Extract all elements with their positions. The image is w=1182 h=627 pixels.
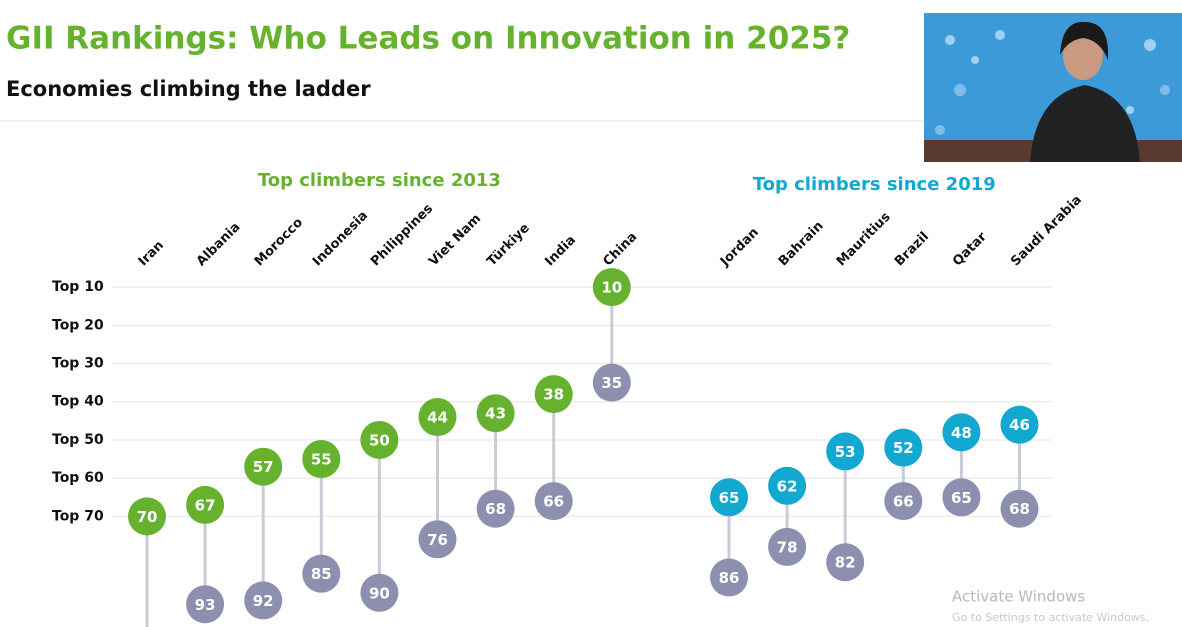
- latest-marker: [884, 428, 923, 467]
- earlier-label: 92: [253, 592, 274, 610]
- latest-label: 65: [719, 489, 740, 507]
- earlier-label: 78: [777, 538, 798, 556]
- earlier-marker: [592, 363, 631, 402]
- earlier-marker: [826, 543, 865, 582]
- earlier-label: 76: [427, 531, 448, 549]
- earlier-label: 86: [719, 569, 740, 587]
- earlier-marker: [710, 558, 748, 597]
- earlier-marker: [1000, 489, 1039, 528]
- earlier-marker: [768, 527, 807, 566]
- latest-label: 62: [777, 477, 798, 495]
- latest-label: 50: [369, 431, 390, 449]
- latest-label: 67: [195, 496, 216, 514]
- latest-label: 48: [951, 424, 972, 442]
- earlier-label: 93: [195, 596, 216, 614]
- earlier-label: 85: [311, 565, 332, 583]
- y-tick-label: Top 10: [52, 279, 104, 295]
- subtitle: Economies climbing the ladder: [6, 77, 371, 101]
- latest-marker: [592, 268, 631, 307]
- y-tick-label: Top 70: [52, 508, 104, 524]
- earlier-marker: [942, 478, 981, 517]
- latest-marker: [710, 478, 748, 517]
- latest-marker: [1000, 405, 1039, 444]
- y-tick-label: Top 20: [52, 317, 104, 333]
- latest-marker: [768, 466, 807, 505]
- earlier-label: 68: [1009, 500, 1030, 518]
- earlier-label: 65: [951, 489, 972, 507]
- latest-label: 55: [311, 451, 332, 469]
- latest-marker: [244, 447, 283, 486]
- latest-label: 53: [835, 443, 856, 461]
- earlier-marker: [360, 573, 399, 612]
- latest-label: 57: [253, 458, 274, 476]
- latest-label: 10: [601, 279, 622, 297]
- latest-marker: [360, 420, 399, 459]
- group-title: Top climbers since 2013: [258, 170, 501, 191]
- watermark-title: Activate Windows: [952, 588, 1085, 606]
- latest-marker: [826, 432, 865, 471]
- latest-marker: [476, 394, 515, 433]
- latest-marker: [534, 375, 573, 414]
- title: GII Rankings: Who Leads on Innovation in…: [6, 21, 850, 57]
- latest-label: 46: [1009, 416, 1030, 434]
- earlier-label: 35: [601, 374, 622, 392]
- earlier-label: 82: [835, 554, 856, 572]
- earlier-marker: [476, 489, 515, 528]
- earlier-marker: [186, 585, 225, 624]
- latest-label: 44: [427, 409, 448, 427]
- latest-label: 38: [543, 386, 564, 404]
- video-inset: [924, 13, 1182, 162]
- earlier-marker: [302, 554, 341, 593]
- earlier-label: 68: [485, 500, 506, 518]
- y-tick-label: Top 40: [52, 394, 104, 410]
- latest-marker: [418, 398, 457, 437]
- y-tick-label: Top 30: [52, 356, 104, 372]
- earlier-marker: [884, 482, 923, 521]
- group-title: Top climbers since 2019: [753, 174, 996, 195]
- earlier-label: 66: [893, 493, 914, 511]
- earlier-label: 90: [369, 584, 390, 602]
- earlier-marker: [534, 482, 573, 521]
- latest-marker: [302, 440, 341, 479]
- earlier-marker: [244, 581, 283, 620]
- latest-label: 70: [137, 508, 158, 526]
- latest-marker: [186, 485, 225, 524]
- latest-label: 43: [485, 405, 506, 423]
- latest-marker: [942, 413, 981, 452]
- plot: Top 10 Top 20 Top 30 Top 40 Top 50 Top 60 Top …: [52, 170, 1085, 627]
- latest-label: 52: [893, 439, 914, 457]
- watermark-text: Go to Settings to activate Windows.: [952, 611, 1149, 624]
- earlier-marker: [418, 520, 457, 559]
- earlier-label: 66: [543, 493, 564, 511]
- y-tick-label: Top 50: [52, 432, 104, 448]
- y-tick-label: Top 60: [52, 470, 104, 486]
- latest-marker: [128, 497, 166, 536]
